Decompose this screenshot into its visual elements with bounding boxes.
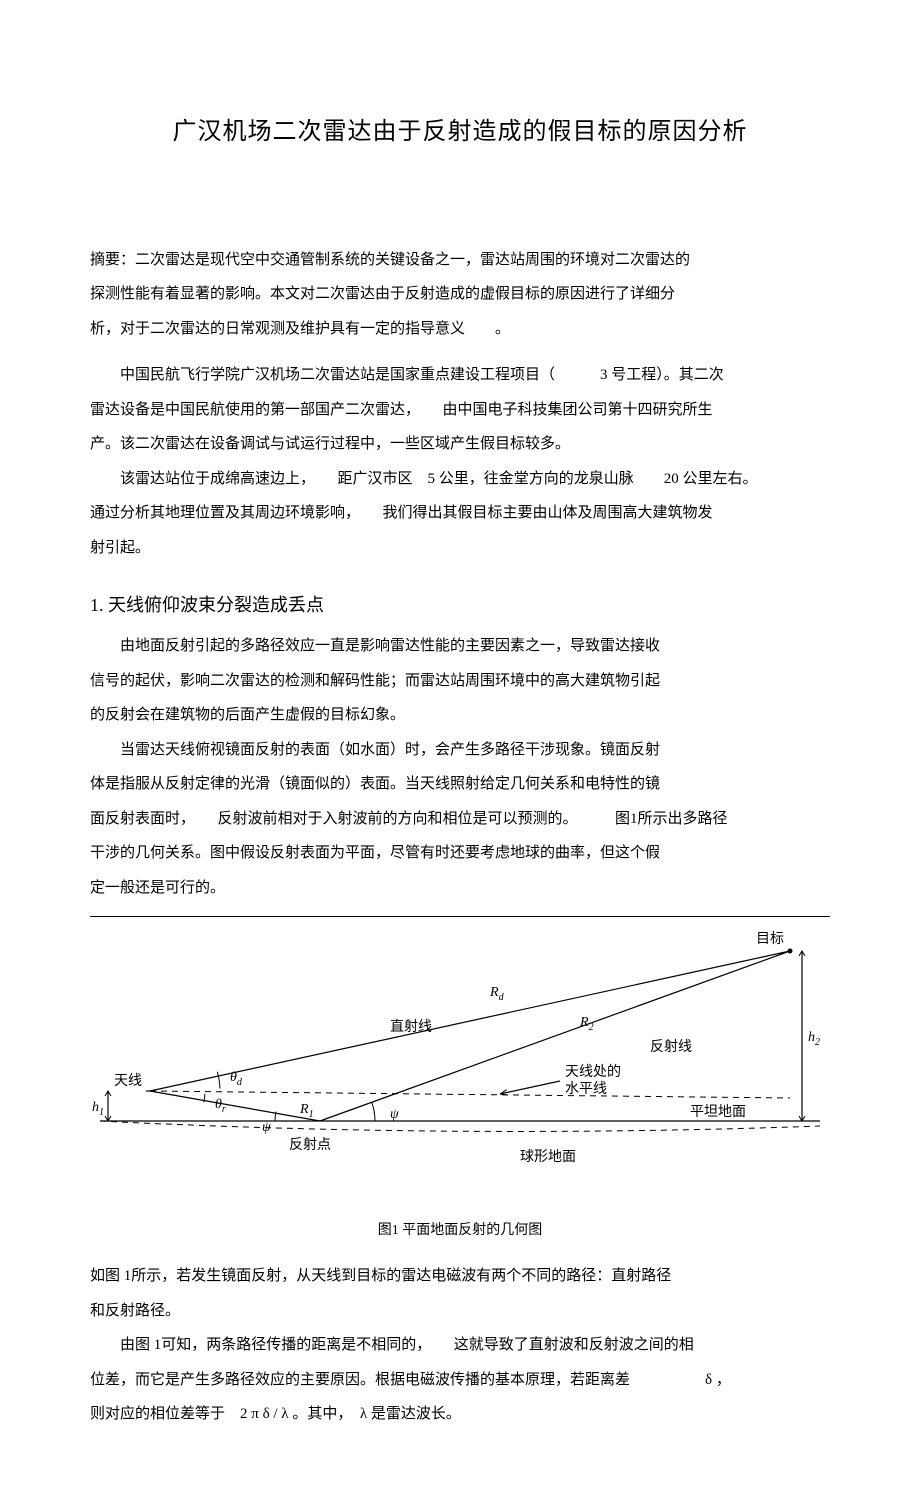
afterfig-p1-l1: 如图 1所示，若发生镜面反射，从天线到目标的雷达电磁波有两个不同的路径：直射路径 xyxy=(90,1262,830,1291)
page-title: 广汉机场二次雷达由于反射造成的假目标的原因分析 xyxy=(90,110,830,156)
afterfig-p1-l2: 和反射路径。 xyxy=(90,1297,830,1326)
afterfig-p2-l3: 则对应的相位差等于 2 π δ / λ 。其中， λ 是雷达波长。 xyxy=(90,1400,830,1429)
intro-p1-l3: 产。该二次雷达在设备调试与试运行过程中，一些区域产生假目标较多。 xyxy=(90,430,830,459)
afterfig-p2-l2: 位差，而它是产生多路径效应的主要原因。根据电磁波传播的基本原理，若距离差 δ ， xyxy=(90,1366,830,1395)
intro-p1-l2: 雷达设备是中国民航使用的第一部国产二次雷达， 由中国电子科技集团公司第十四研究所… xyxy=(90,396,830,425)
svg-text:θr: θr xyxy=(215,1097,226,1115)
sec1-p1-l2: 信号的起伏，影响二次雷达的检测和解码性能；而雷达站周围环境中的高大建筑物引起 xyxy=(90,667,830,696)
svg-text:球形地面: 球形地面 xyxy=(520,1149,576,1165)
svg-text:目标: 目标 xyxy=(756,931,784,947)
svg-text:ψ: ψ xyxy=(262,1120,271,1135)
svg-text:天线: 天线 xyxy=(114,1073,142,1089)
svg-text:R2: R2 xyxy=(579,1015,594,1033)
abstract-line-3: 析，对于二次雷达的日常观测及维护具有一定的指导意义 。 xyxy=(90,315,830,344)
svg-text:水平线: 水平线 xyxy=(565,1081,607,1097)
sec1-p1-l1: 由地面反射引起的多路径效应一直是影响雷达性能的主要因素之一，导致雷达接收 xyxy=(90,632,830,661)
svg-text:Rd: Rd xyxy=(489,985,505,1003)
svg-text:ψ: ψ xyxy=(390,1107,399,1122)
svg-text:h2: h2 xyxy=(808,1030,820,1048)
sec1-p2-l3: 面反射表面时， 反射波前相对于入射波前的方向和相位是可以预测的。 图1所示出多路… xyxy=(90,805,830,834)
abstract-label: 摘要： xyxy=(90,252,135,268)
intro-p2-l2: 通过分析其地理位置及其周边环境影响， 我们得出其假目标主要由山体及周围高大建筑物… xyxy=(90,499,830,528)
figure-1-caption: 图1 平面地面反射的几何图 xyxy=(90,1218,830,1245)
abstract-line-2: 探测性能有着显著的影响。本文对二次雷达由于反射造成的虚假目标的原因进行了详细分 xyxy=(90,280,830,309)
figure-1: 目标天线直射线反射线天线处的水平线平坦地面球形地面反射点RdR2R1h1h2θd… xyxy=(90,916,830,1212)
svg-text:直射线: 直射线 xyxy=(390,1018,432,1035)
svg-text:反射点: 反射点 xyxy=(289,1137,331,1153)
intro-p1-l1: 中国民航飞行学院广汉机场二次雷达站是国家重点建设工程项目（ 3 号工程）。其二次 xyxy=(90,361,830,390)
section-1-heading: 1. 天线俯仰波束分裂造成丢点 xyxy=(90,588,830,622)
svg-text:平坦地面: 平坦地面 xyxy=(690,1104,746,1120)
intro-p2-l3: 射引起。 xyxy=(90,534,830,563)
sec1-p2-l4: 干涉的几何关系。图中假设反射表面为平面，尽管有时还要考虑地球的曲率，但这个假 xyxy=(90,839,830,868)
sec1-p2-l1: 当雷达天线俯视镜面反射的表面（如水面）时，会产生多路径干涉现象。镜面反射 xyxy=(90,736,830,765)
afterfig-p2-l1: 由图 1可知，两条路径传播的距离是不相同的， 这就导致了直射波和反射波之间的相 xyxy=(90,1331,830,1360)
figure-1-svg: 目标天线直射线反射线天线处的水平线平坦地面球形地面反射点RdR2R1h1h2θd… xyxy=(90,921,830,1201)
abstract-l1: 二次雷达是现代空中交通管制系统的关键设备之一，雷达站周围的环境对二次雷达的 xyxy=(135,252,690,268)
svg-text:θd: θd xyxy=(230,1070,243,1088)
svg-text:天线处的: 天线处的 xyxy=(565,1064,621,1080)
abstract-line-1: 摘要：二次雷达是现代空中交通管制系统的关键设备之一，雷达站周围的环境对二次雷达的 xyxy=(90,246,830,275)
svg-text:反射线: 反射线 xyxy=(650,1039,692,1055)
sec1-p2-l5: 定一般还是可行的。 xyxy=(90,874,830,903)
sec1-p1-l3: 的反射会在建筑物的后面产生虚假的目标幻象。 xyxy=(90,701,830,730)
sec1-p2-l2: 体是指服从反射定律的光滑（镜面似的）表面。当天线照射给定几何关系和电特性的镜 xyxy=(90,770,830,799)
intro-p2-l1: 该雷达站位于成绵高速边上， 距广汉市区 5 公里，往金堂方向的龙泉山脉 20 公… xyxy=(90,465,830,494)
svg-text:h1: h1 xyxy=(92,1100,104,1118)
